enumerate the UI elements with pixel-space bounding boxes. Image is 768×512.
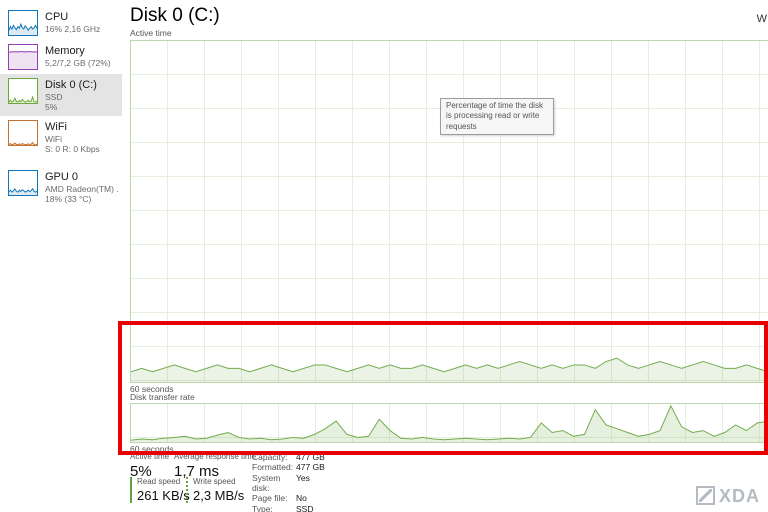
detail-label: System disk: — [252, 472, 281, 494]
stat-label: Active time — [130, 452, 170, 461]
detail-row: Formatted: 477 GB — [252, 462, 325, 472]
detail-row: Capacity: 477 GB — [252, 452, 325, 462]
disk-details-list: Capacity: 477 GB Formatted: 477 GB Syste… — [252, 452, 325, 512]
detail-value: 477 GB — [296, 462, 325, 473]
detail-label: Page file: — [252, 493, 288, 504]
sixty-seconds-label: 60 seconds — [130, 384, 174, 394]
avg-response-time-stat: Average response time 1,7 ms — [174, 452, 256, 481]
sidebar-item-subtitle: AMD Radeon(TM) ... — [45, 183, 118, 194]
disk-mini-chart — [8, 78, 38, 104]
sidebar-item-memory[interactable]: Memory 5,2/7,2 GB (72%) — [0, 40, 122, 74]
sidebar-item-title: WiFi — [45, 121, 67, 134]
detail-value: 477 GB — [296, 452, 325, 462]
memory-mini-chart — [8, 44, 38, 70]
cpu-mini-chart — [8, 10, 38, 36]
wifi-mini-chart — [8, 120, 38, 147]
gpu-mini-chart — [8, 170, 38, 197]
active-time-chart[interactable] — [130, 40, 768, 383]
sidebar-item-disk0[interactable]: Disk 0 (C:) SSD 5% — [0, 74, 122, 117]
sidebar-item-title: Memory — [45, 45, 85, 57]
sidebar-item-wifi[interactable]: WiFi WiFi S: 0 R: 0 Kbps — [0, 116, 122, 158]
sidebar-item-title: CPU — [45, 11, 69, 23]
write-speed-stat: Write speed 2,3 MB/s — [186, 477, 245, 504]
performance-sidebar: CPU 16% 2,16 GHz Memory 5,2/7,2 GB (72%)… — [0, 0, 122, 512]
sidebar-item-subtitle: S: 0 R: 0 Kbps — [45, 143, 100, 154]
page-title: Disk 0 (C:) — [130, 5, 220, 26]
sidebar-item-gpu0[interactable]: GPU 0 AMD Radeon(TM) ... 18% (33 °C) — [0, 166, 122, 208]
sidebar-item-subtitle: 16% 2,16 GHz — [45, 23, 101, 34]
xda-logo-icon — [695, 486, 715, 505]
detail-label: Formatted: — [252, 462, 294, 473]
sidebar-item-title: Disk 0 (C:) — [45, 79, 97, 91]
disk-detail-pane: Disk 0 (C:) W Active time Percentage of … — [122, 0, 768, 512]
stat-label: Average response time — [174, 452, 257, 461]
stat-label: Read speed — [137, 477, 181, 486]
xda-watermark: XDA — [695, 485, 760, 506]
sixty-seconds-label: 60 seconds — [130, 444, 174, 454]
sidebar-item-subtitle: 5,2/7,2 GB (72%) — [45, 57, 111, 68]
truncated-top-right-text: W — [756, 13, 767, 25]
active-time-caption: Active time — [130, 28, 172, 38]
detail-value: No — [296, 493, 307, 504]
stat-value: 1,7 ms — [174, 462, 220, 480]
detail-label: Type: — [252, 503, 273, 512]
sidebar-item-subtitle: SSD — [45, 91, 63, 102]
transfer-rate-caption: Disk transfer rate — [130, 392, 195, 402]
detail-row: Page file: No — [252, 493, 325, 503]
sidebar-item-subtitle: 18% (33 °C) — [45, 193, 92, 204]
detail-value: Yes — [296, 472, 310, 483]
detail-label: Capacity: — [252, 452, 288, 462]
sidebar-item-title: GPU 0 — [45, 171, 79, 184]
stat-value: 5% — [130, 462, 152, 480]
stat-value: 261 KB/s — [137, 487, 190, 503]
transfer-rate-chart[interactable] — [130, 403, 768, 443]
stat-value: 2,3 MB/s — [193, 487, 245, 503]
detail-row: Type: SSD — [252, 504, 325, 512]
sidebar-item-cpu[interactable]: CPU 16% 2,16 GHz — [0, 6, 122, 40]
read-speed-stat: Read speed 261 KB/s — [130, 477, 190, 504]
sidebar-item-subtitle: WiFi — [45, 133, 62, 144]
sidebar-item-subtitle: 5% — [45, 101, 58, 112]
stat-label: Write speed — [193, 477, 236, 486]
detail-row: System disk: Yes — [252, 473, 325, 494]
chart-tooltip: Percentage of time the disk is processin… — [440, 98, 554, 136]
detail-value: SSD — [296, 503, 314, 512]
active-time-stat: Active time 5% — [130, 452, 169, 481]
xda-logo-text: XDA — [718, 485, 760, 506]
